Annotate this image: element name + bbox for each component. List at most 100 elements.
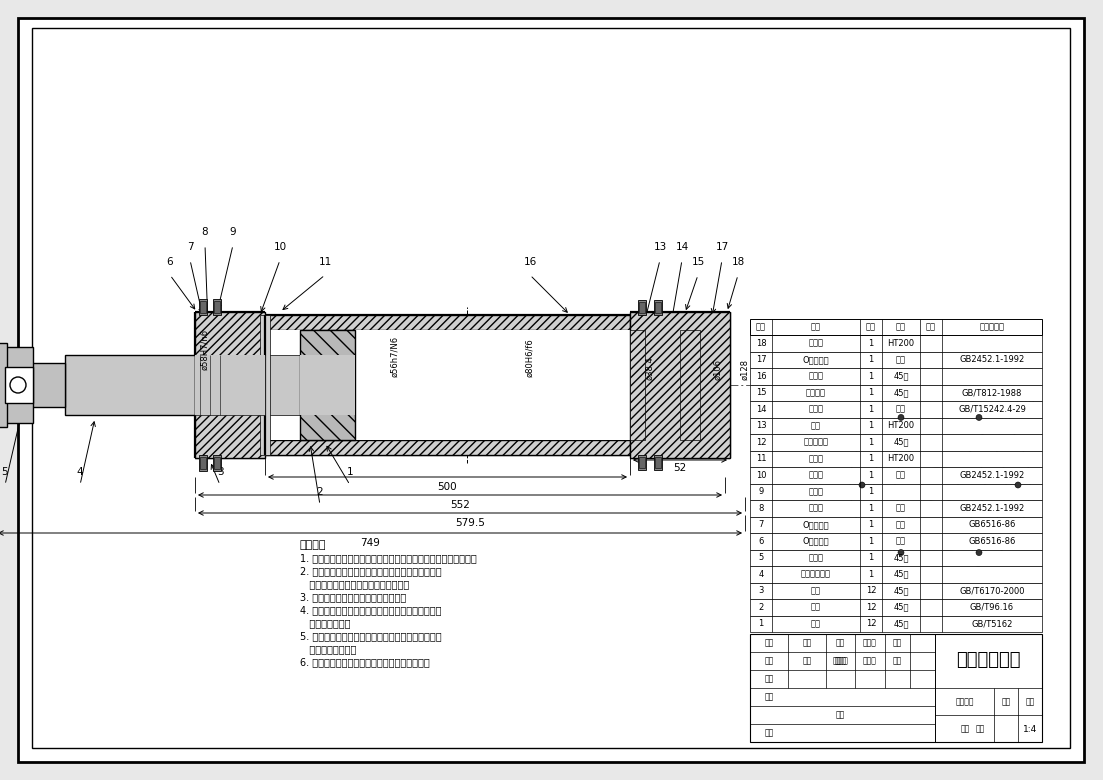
Bar [750,500,1042,516]
Text: 3: 3 [759,587,763,595]
Text: 年月日: 年月日 [835,657,849,665]
Bar [750,599,1042,615]
Text: 年月日: 年月日 [833,657,847,665]
Bar [750,417,1042,434]
Text: 共张: 共张 [961,725,970,733]
Text: 4. 严防损伤活塞杆顶端的螺纹，液压缸地面和活塞杆: 4. 严防损伤活塞杆顶端的螺纹，液压缸地面和活塞杆 [300,605,441,615]
Text: 活塞杆导向环: 活塞杆导向环 [801,569,831,579]
Text: 分区: 分区 [835,639,845,647]
Text: 2: 2 [759,603,763,612]
Text: 工艺: 工艺 [764,693,773,701]
Text: 橡胶: 橡胶 [896,520,906,530]
Text: 螺母: 螺母 [811,587,821,595]
Text: 6: 6 [167,257,173,267]
Text: 1: 1 [868,471,874,480]
Text: 1: 1 [868,553,874,562]
Text: ø58H7/n6: ø58H7/n6 [201,329,210,370]
Bar [200,301,206,313]
Circle shape [895,545,908,559]
Text: GB2452.1-1992: GB2452.1-1992 [960,471,1025,480]
Text: 数量: 数量 [866,322,876,332]
Bar [750,634,1042,742]
Text: 12: 12 [866,619,876,628]
Text: 六套螺母: 六套螺母 [806,388,826,397]
Bar [195,355,265,415]
Bar [265,315,630,330]
Bar [300,355,355,415]
Text: 2: 2 [317,487,323,497]
Bar [654,455,662,470]
Bar [213,455,221,471]
Text: 552: 552 [450,500,470,510]
Text: 4: 4 [77,467,84,477]
Text: 40: 40 [9,408,22,418]
Bar [6,367,33,403]
Text: ø56h7/N6: ø56h7/N6 [390,336,399,377]
Text: O型密封圈: O型密封圈 [803,355,829,364]
Text: 45钢: 45钢 [893,388,909,397]
Text: 细油石磨心研磨；: 细油石磨心研磨； [300,644,356,654]
Text: 52: 52 [673,463,687,473]
Text: 1: 1 [868,372,874,381]
Text: 2. 拆装液压缸时，严禁用锤敲打缸筒和活塞表面，更: 2. 拆装液压缸时，严禁用锤敲打缸筒和活塞表面，更 [300,566,441,576]
Text: 活塞缓冲环: 活塞缓冲环 [803,438,828,447]
Bar [750,352,1042,368]
Bar [750,533,1042,549]
Text: 1: 1 [868,488,874,496]
Text: 表面不能沾污；: 表面不能沾污； [300,618,351,628]
Text: 749: 749 [360,538,379,548]
Text: ø128: ø128 [1008,400,1036,410]
Bar [654,300,662,315]
Bar [750,484,1042,500]
Circle shape [874,419,1006,551]
Bar [638,300,646,315]
Text: 10: 10 [274,242,287,252]
Text: 应注意不能硬性将活塞从缸筒中打出；: 应注意不能硬性将活塞从缸筒中打出； [300,579,409,589]
Text: 材料: 材料 [896,322,906,332]
Circle shape [855,478,869,492]
Text: 活塞杆: 活塞杆 [808,553,824,562]
Text: 1: 1 [868,504,874,512]
Circle shape [850,395,1030,575]
Bar [265,355,300,415]
Text: 11: 11 [756,454,767,463]
Bar [655,302,661,313]
Text: 标准化: 标准化 [863,657,877,665]
Text: 11: 11 [319,257,332,267]
Circle shape [976,414,982,420]
Bar [750,583,1042,599]
Circle shape [972,545,986,559]
Text: ø106: ø106 [988,417,1016,427]
Text: 8: 8 [759,504,763,512]
Text: 3: 3 [216,467,223,477]
Text: 密封圈: 密封圈 [808,405,824,413]
Bar [300,330,355,440]
Circle shape [10,377,26,393]
Text: 1: 1 [868,421,874,431]
Circle shape [898,550,904,555]
Text: 设计: 设计 [764,657,773,665]
Text: 6: 6 [759,537,763,546]
Text: O型密封圈: O型密封圈 [803,520,829,530]
Text: 后端盖: 后端盖 [808,339,824,348]
Text: GB2452.1-1992: GB2452.1-1992 [960,504,1025,512]
Text: 防尘圈: 防尘圈 [808,504,824,512]
Bar [30,363,65,407]
Text: 16: 16 [524,257,537,267]
Text: 45钢: 45钢 [893,603,909,612]
Text: 名称: 名称 [811,322,821,332]
Text: 5: 5 [759,553,763,562]
Text: 6. 要进行液压缸的压力、保压时间和泄漏实验。: 6. 要进行液压缸的压力、保压时间和泄漏实验。 [300,657,430,667]
Text: 审核: 审核 [764,675,773,683]
Bar [260,315,270,455]
Text: 重量: 重量 [1002,697,1010,707]
Bar [750,434,1042,451]
Text: 17: 17 [716,242,729,252]
Text: 垫圈: 垫圈 [811,603,821,612]
Text: O型密封圈: O型密封圈 [803,537,829,546]
Bar [199,299,207,315]
Text: 前端盖: 前端盖 [808,454,824,463]
Circle shape [1011,478,1025,492]
Text: 45钢: 45钢 [893,587,909,595]
Bar [750,467,1042,484]
